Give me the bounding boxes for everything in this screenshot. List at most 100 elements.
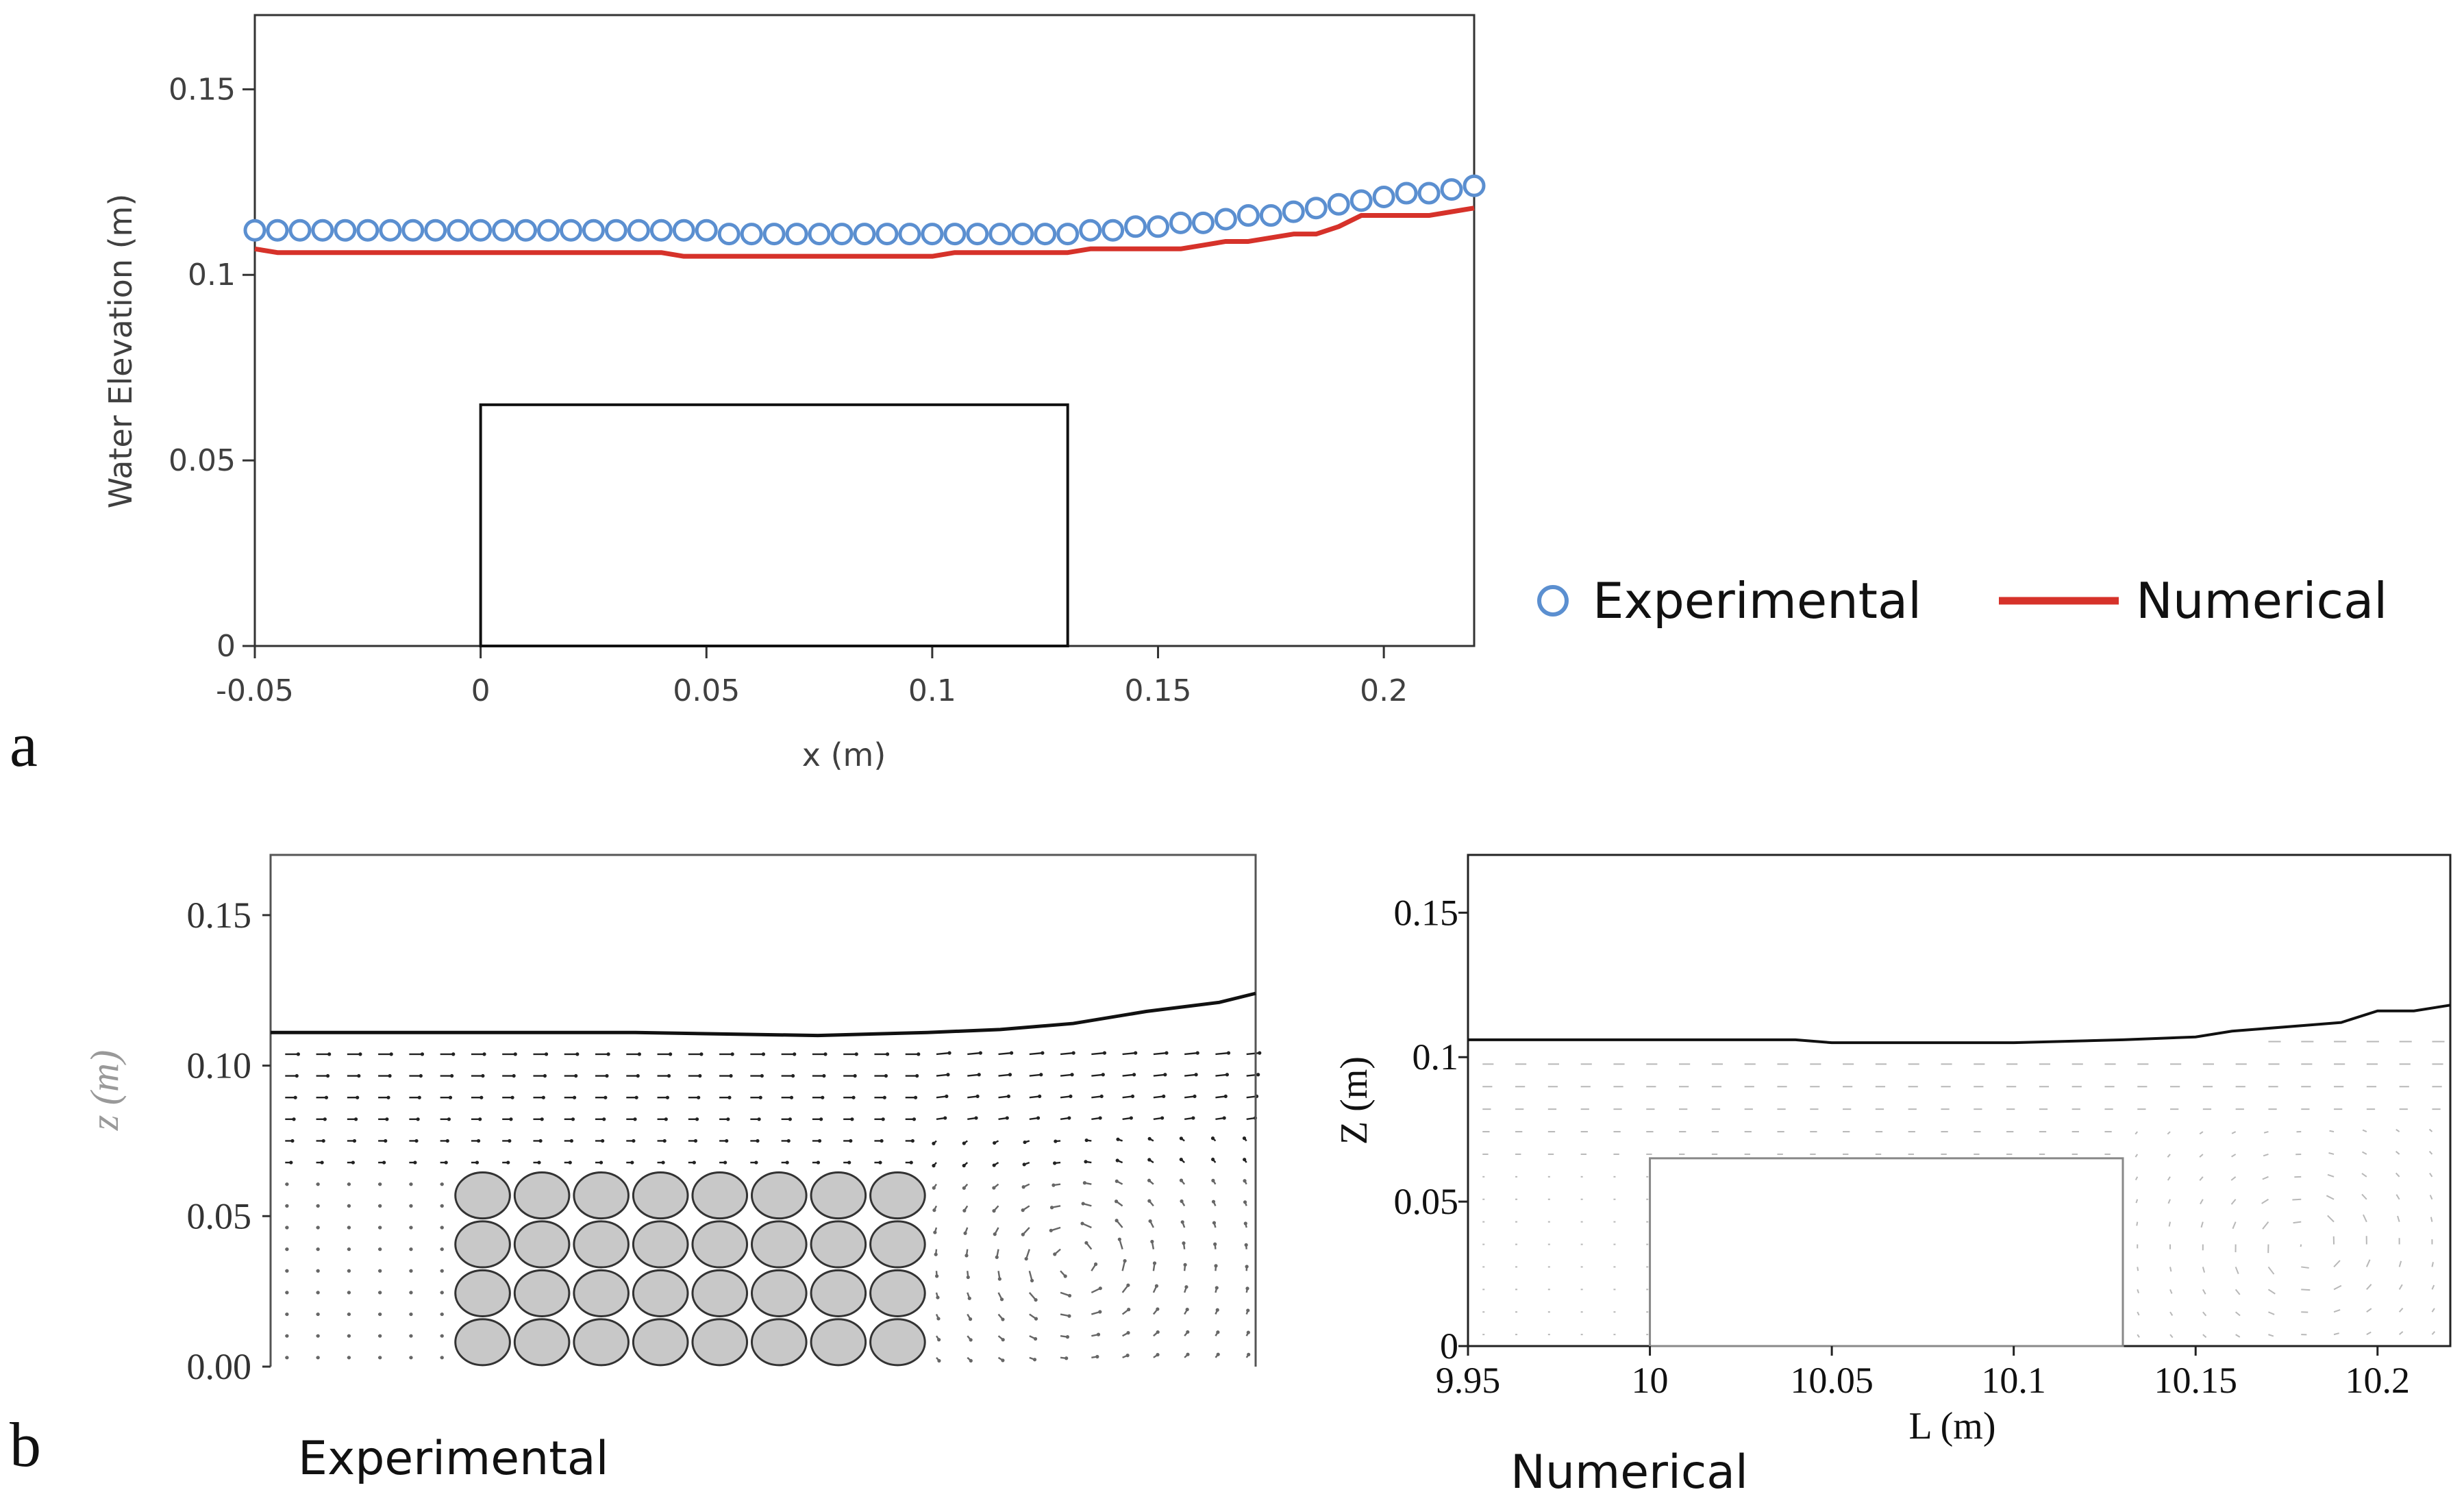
vector-head <box>481 1073 485 1078</box>
vector-arrow <box>2398 1308 2404 1313</box>
chart-a-point-experimental <box>514 219 538 242</box>
vector-head <box>793 1052 797 1056</box>
vector-head <box>693 1139 698 1143</box>
vector-head <box>1001 1358 1005 1363</box>
vector-head <box>347 1269 351 1273</box>
vector-head <box>1126 1331 1130 1335</box>
vector-head <box>850 1117 854 1121</box>
experimental-velocity-vectors <box>285 1051 1262 1363</box>
vector-head <box>1008 1073 1012 1077</box>
vector-arrow <box>936 1073 949 1077</box>
vector-arrow <box>2395 1194 2400 1200</box>
panel-label-b: b <box>10 1410 41 1480</box>
vector-head <box>1147 1178 1152 1182</box>
chart-b-exp-ytick-label: 0.05 <box>187 1195 252 1236</box>
vector-arrow <box>2230 1199 2237 1205</box>
vector-arrow <box>2429 1173 2433 1178</box>
vector-head <box>975 1094 980 1099</box>
vector-head <box>699 1052 704 1056</box>
chart-a-point-experimental <box>447 219 470 242</box>
vector-head <box>1125 1354 1130 1358</box>
vector-arrow <box>2301 1266 2309 1269</box>
vector-arrow <box>2398 1284 2403 1290</box>
vector-head <box>853 1073 857 1078</box>
vector-head <box>1021 1208 1025 1212</box>
vector-head <box>568 1160 572 1165</box>
vector-head <box>1225 1073 1229 1077</box>
vector-head <box>572 1095 577 1099</box>
chart-a-ytick-label: 0.05 <box>169 443 236 478</box>
chart-a-point-experimental <box>1463 174 1486 197</box>
chart-b-exp-particle <box>869 1269 926 1317</box>
chart-a-point-experimental <box>830 223 854 246</box>
vector-head <box>1246 1308 1250 1313</box>
vector-head <box>409 1226 413 1230</box>
vector-head <box>475 1160 480 1165</box>
vector-arrow <box>2429 1195 2433 1200</box>
vector-head <box>669 1052 673 1056</box>
chart-a-point-experimental <box>740 223 763 246</box>
chart-a-point-experimental <box>627 219 650 242</box>
vector-head <box>378 1226 382 1230</box>
vector-head <box>1258 1051 1262 1055</box>
chart-b-exp-particle <box>632 1269 689 1317</box>
vector-head <box>1115 1199 1119 1204</box>
chart-b-num-ytick-label: 0.15 <box>1394 892 1459 933</box>
vector-arrow <box>2428 1150 2433 1155</box>
vector-arrow <box>2231 1131 2237 1134</box>
chart-a-point-experimental <box>988 223 1012 246</box>
vector-head <box>451 1052 456 1056</box>
vector-head <box>440 1247 444 1252</box>
vector-head <box>508 1139 512 1143</box>
vector-head <box>729 1073 733 1078</box>
vector-arrow <box>2267 1289 2276 1295</box>
vector-head <box>378 1247 382 1252</box>
vector-head <box>1115 1158 1119 1162</box>
vector-head <box>992 1209 996 1213</box>
caption-experimental: Experimental <box>298 1432 608 1486</box>
vector-head <box>969 1358 973 1363</box>
chart-a-point-experimental <box>288 219 312 242</box>
charts-layer: 0 0.05 0.1 0.15 -0.05 0 0.05 0.1 0.15 0.2 x (m) Wat… <box>82 14 2452 1447</box>
chart-a-point-experimental <box>695 219 718 242</box>
vector-arrow <box>2431 1308 2435 1313</box>
vector-head <box>1001 1317 1005 1321</box>
vector-arrow <box>2361 1193 2367 1200</box>
vector-head <box>968 1317 973 1321</box>
vector-head <box>575 1052 580 1056</box>
vector-head <box>936 1295 940 1299</box>
vector-head <box>698 1073 702 1078</box>
vector-head <box>1212 1221 1217 1225</box>
vector-head <box>1126 1283 1130 1287</box>
chart-a-point-experimental <box>537 219 560 242</box>
vector-head <box>947 1051 951 1055</box>
chart-b-num-ylabel: Z (m) <box>1333 1056 1376 1145</box>
vector-arrow <box>2301 1289 2311 1291</box>
vector-head <box>1152 1261 1157 1265</box>
vector-head <box>450 1073 454 1078</box>
chart-a-xtick-label: 0.15 <box>1125 673 1192 708</box>
vector-head <box>821 1095 825 1099</box>
vector-head <box>409 1356 413 1360</box>
vector-head <box>316 1334 320 1338</box>
vector-head <box>316 1204 320 1208</box>
vector-head <box>417 1095 421 1099</box>
vector-head <box>1179 1178 1184 1182</box>
chart-b-num-xtick-label: 10.15 <box>2154 1360 2237 1401</box>
vector-head <box>1115 1219 1119 1223</box>
vector-head <box>1156 1352 1160 1357</box>
vector-arrow <box>1215 1073 1228 1077</box>
chart-b-exp-particle <box>691 1171 749 1220</box>
vector-head <box>440 1269 444 1273</box>
chart-b-num-ytick-label: 0.05 <box>1394 1181 1459 1222</box>
vector-head <box>1065 1335 1070 1339</box>
chart-a-point-experimental <box>1304 197 1328 220</box>
vector-head <box>1080 1221 1084 1226</box>
vector-arrow <box>1060 1052 1074 1056</box>
vector-head <box>817 1139 822 1143</box>
vector-head <box>1154 1284 1159 1288</box>
vector-head <box>1063 1274 1067 1278</box>
vector-head <box>378 1182 382 1186</box>
vector-head <box>1214 1264 1218 1268</box>
vector-head <box>849 1139 853 1143</box>
